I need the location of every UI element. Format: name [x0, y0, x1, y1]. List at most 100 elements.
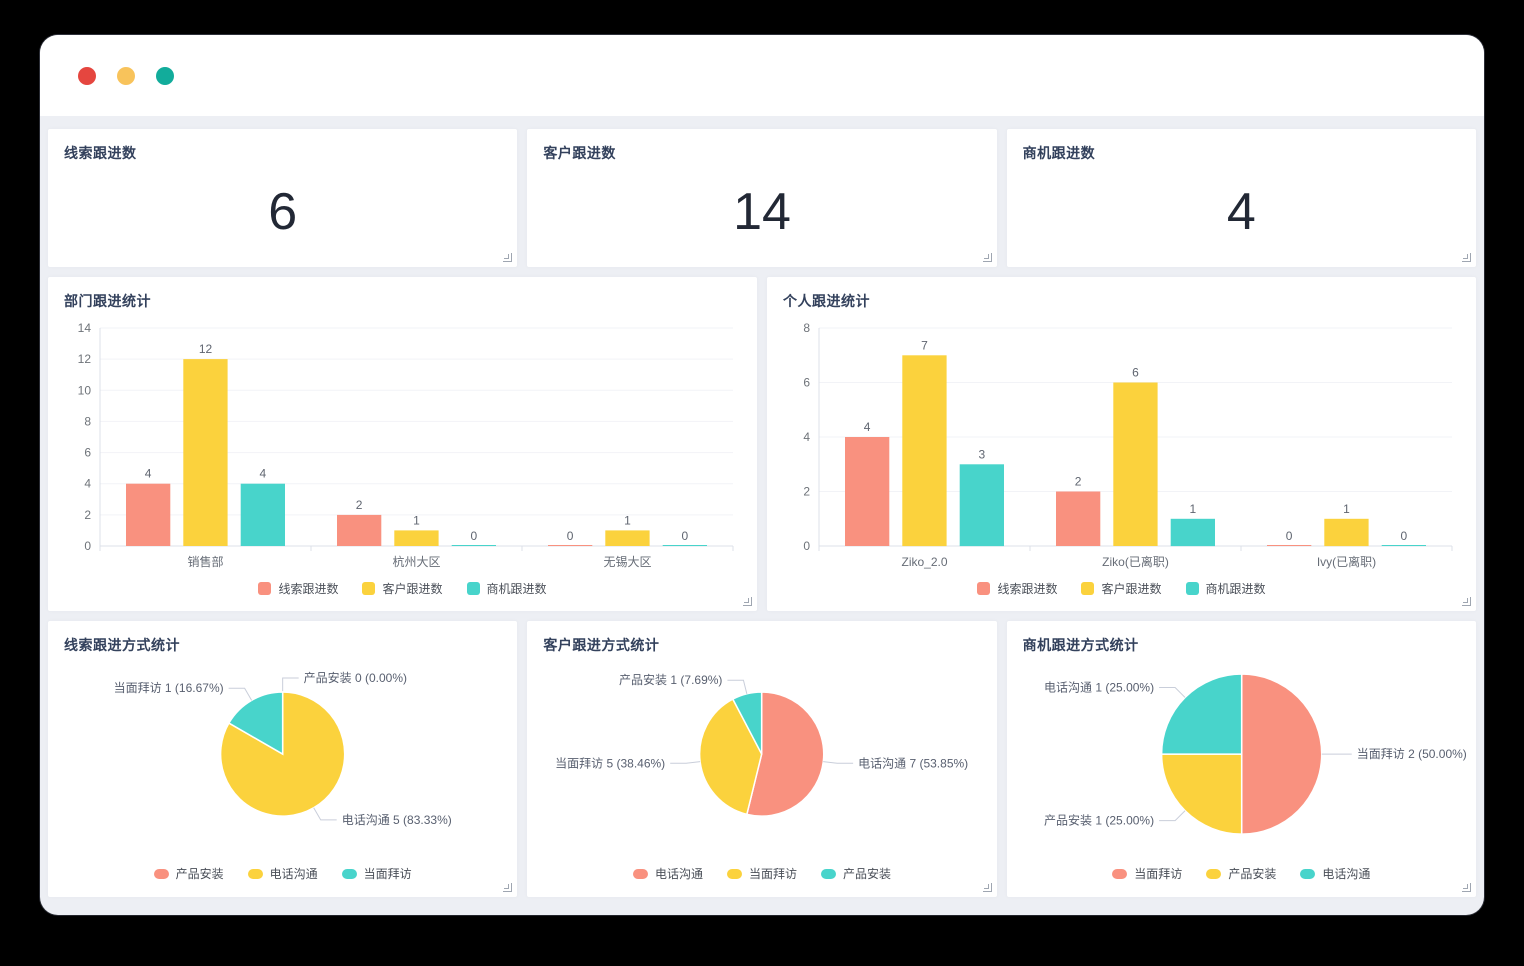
legend-item[interactable]: 电话沟通: [632, 865, 703, 882]
legend-item[interactable]: 商机跟进数: [1185, 580, 1266, 597]
app-window: 线索跟进数 6 客户跟进数 14 商机跟进数 4: [40, 35, 1484, 915]
legend-marker-icon: [341, 868, 357, 879]
bar-value-label: 1: [1190, 502, 1197, 516]
card-title: 个人跟进统计: [783, 293, 870, 309]
chart-legend: 线索跟进数 客户跟进数 商机跟进数: [64, 580, 741, 597]
resize-handle[interactable]: [1462, 883, 1471, 892]
legend-label: 电话沟通: [654, 867, 703, 882]
pie-slice[interactable]: [732, 691, 763, 755]
legend-label: 当面拜访: [748, 867, 797, 882]
legend-item[interactable]: 客户跟进数: [362, 580, 443, 597]
legend-item[interactable]: 当面拜访: [341, 865, 412, 882]
pie-slice[interactable]: [1240, 673, 1323, 835]
bar[interactable]: [1267, 545, 1312, 546]
card-title: 商机跟进方式统计: [1022, 637, 1139, 653]
personal-bar-chart: 0 2 4 6 8 Ziko_2.0 4 7 3 Ziko(已离职) 2 6 1 Ivy(已离职) 0 1 0: [803, 321, 1453, 569]
resize-handle[interactable]: [743, 597, 752, 606]
bar-value-label: 12: [199, 342, 213, 356]
kpi-value-wrap: 14: [543, 163, 980, 253]
bar[interactable]: [845, 437, 890, 546]
kpi-value: 14: [733, 183, 791, 241]
legend-item[interactable]: 当面拜访: [1112, 865, 1182, 882]
card-title: 客户跟进方式统计: [543, 637, 660, 653]
bar[interactable]: [1170, 518, 1215, 547]
legend-label: 电话沟通: [269, 867, 318, 882]
svg-text:销售部: 销售部: [187, 554, 223, 569]
resize-handle[interactable]: [982, 883, 992, 892]
bar[interactable]: [451, 545, 496, 546]
bar[interactable]: [1324, 518, 1369, 547]
pie-slice[interactable]: [1160, 673, 1243, 755]
legend-marker-icon: [1081, 582, 1095, 595]
department-stats-card: 部门跟进统计 0 2 4 6 8 10 12 14 销售部 4 12 4 杭州大区 2 1 0 无锡大区 0 1 0 …: [48, 277, 757, 611]
bar[interactable]: [1113, 382, 1158, 547]
bar[interactable]: [605, 530, 650, 546]
card-title: 线索跟进数: [64, 145, 137, 161]
pie-slice[interactable]: [699, 698, 763, 816]
bar[interactable]: [1056, 491, 1101, 547]
svg-text:6: 6: [803, 376, 810, 390]
bar[interactable]: [1381, 545, 1426, 546]
legend-item[interactable]: 产品安装: [821, 865, 891, 882]
bar[interactable]: [337, 514, 382, 546]
bar[interactable]: [902, 355, 947, 547]
svg-text:2: 2: [84, 508, 91, 522]
kpi-row: 线索跟进数 6 客户跟进数 14 商机跟进数 4: [48, 129, 1476, 267]
legend-marker-icon: [821, 868, 836, 879]
pie-slice[interactable]: [1160, 753, 1243, 835]
pie-slice-label: 产品安装 0 (0.00%): [304, 670, 407, 685]
close-button[interactable]: [78, 66, 96, 85]
bar[interactable]: [183, 359, 228, 546]
bar[interactable]: [548, 545, 593, 546]
legend-item[interactable]: 电话沟通: [1300, 865, 1370, 882]
bar-value-label: 3: [979, 447, 986, 461]
legend-marker-icon: [466, 582, 480, 595]
resize-handle[interactable]: [503, 883, 513, 892]
bar-value-label: 4: [260, 467, 267, 481]
svg-text:Ziko_2.0: Ziko_2.0: [901, 555, 947, 569]
window-titlebar: [40, 35, 1484, 116]
customer-method-stats-card: 客户跟进方式统计 电话沟通 7 (53.85%) 当面拜访 5 (38.46%) 产…: [527, 621, 997, 897]
bar-value-label: 7: [921, 338, 928, 352]
pie-slice-label: 当面拜访 5 (38.46%): [555, 756, 665, 770]
bar[interactable]: [662, 545, 707, 546]
legend-item[interactable]: 线索跟进数: [977, 580, 1057, 597]
resize-handle[interactable]: [1462, 253, 1471, 262]
legend-item[interactable]: 当面拜访: [726, 865, 797, 882]
legend-label: 产品安装: [1228, 867, 1277, 882]
legend-item[interactable]: 产品安装: [1206, 865, 1276, 882]
pie-slice[interactable]: [227, 691, 284, 756]
svg-text:无锡大区: 无锡大区: [603, 554, 651, 569]
legend-label: 客户跟进数: [1101, 582, 1162, 596]
maximize-button[interactable]: [156, 66, 174, 85]
bar[interactable]: [959, 464, 1004, 547]
legend-label: 电话沟通: [1322, 867, 1371, 882]
bar[interactable]: [126, 483, 171, 546]
pie-slice-label: 当面拜访 1 (16.67%): [114, 681, 224, 695]
svg-text:12: 12: [78, 352, 92, 366]
legend-item[interactable]: 线索跟进数: [258, 580, 338, 597]
resize-handle[interactable]: [1462, 597, 1471, 606]
bar[interactable]: [240, 483, 285, 546]
svg-text:8: 8: [803, 321, 810, 335]
svg-text:10: 10: [78, 383, 92, 397]
card-title: 商机跟进数: [1022, 145, 1096, 161]
lead-method-stats-card: 线索跟进方式统计 产品安装 0 (0.00%) 电话沟通 5 (83.33%) 当面…: [48, 621, 518, 897]
legend-label: 商机跟进数: [1205, 582, 1266, 596]
bar-value-label: 1: [1343, 502, 1350, 516]
resize-handle[interactable]: [982, 253, 992, 262]
legend-item[interactable]: 客户跟进数: [1081, 580, 1162, 597]
bar-value-label: 0: [1401, 529, 1408, 543]
bar[interactable]: [394, 530, 439, 546]
legend-item[interactable]: 产品安装: [153, 865, 224, 882]
legend-item[interactable]: 商机跟进数: [466, 580, 547, 597]
lead-method-pie-chart: 产品安装 0 (0.00%) 电话沟通 5 (83.33%) 当面拜访 1 (16.…: [114, 670, 452, 827]
legend-item[interactable]: 电话沟通: [247, 865, 318, 882]
svg-text:Ziko(已离职): Ziko(已离职): [1102, 554, 1169, 569]
minimize-button[interactable]: [117, 66, 135, 85]
svg-text:4: 4: [803, 430, 810, 444]
legend-label: 商机跟进数: [486, 582, 547, 596]
resize-handle[interactable]: [503, 253, 513, 262]
